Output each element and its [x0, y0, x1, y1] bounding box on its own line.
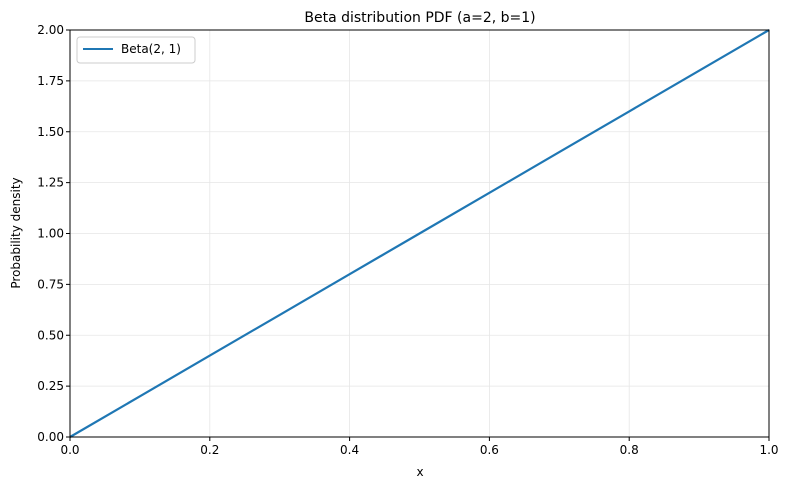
y-tick-label: 0.25	[37, 379, 64, 393]
y-tick-label: 0.50	[37, 328, 64, 342]
x-tick-label: 0.2	[200, 443, 219, 457]
y-tick-label: 1.75	[37, 74, 64, 88]
y-tick-label: 2.00	[37, 23, 64, 37]
x-tick-label: 0.6	[480, 443, 499, 457]
y-tick-label: 0.75	[37, 277, 64, 291]
x-axis-ticks: 0.0 0.2 0.4 0.6 0.8 1.0	[60, 437, 779, 457]
y-axis-ticks: 0.00 0.25 0.50 0.75 1.00 1.25 1.50 1.75 2.00	[37, 23, 70, 444]
series-line-0	[69, 29, 770, 438]
y-tick-label: 0.00	[37, 430, 64, 444]
x-tick-label: 0.4	[340, 443, 359, 457]
y-tick-label: 1.25	[37, 176, 64, 190]
legend-box	[76, 36, 196, 64]
x-axis-label: x	[416, 465, 423, 479]
series-lines	[69, 29, 770, 438]
x-tick-label: 1.0	[759, 443, 778, 457]
y-axis-label: Probability density	[9, 177, 23, 288]
legend-label: Beta(2, 1)	[121, 42, 181, 56]
chart-title: Beta distribution PDF (a=2, b=1)	[304, 10, 535, 26]
x-tick-label: 0.0	[60, 443, 79, 457]
y-tick-label: 1.50	[37, 125, 64, 139]
y-tick-label: 1.00	[37, 227, 64, 241]
legend: Beta(2, 1)	[76, 36, 196, 64]
x-tick-label: 0.8	[620, 443, 639, 457]
